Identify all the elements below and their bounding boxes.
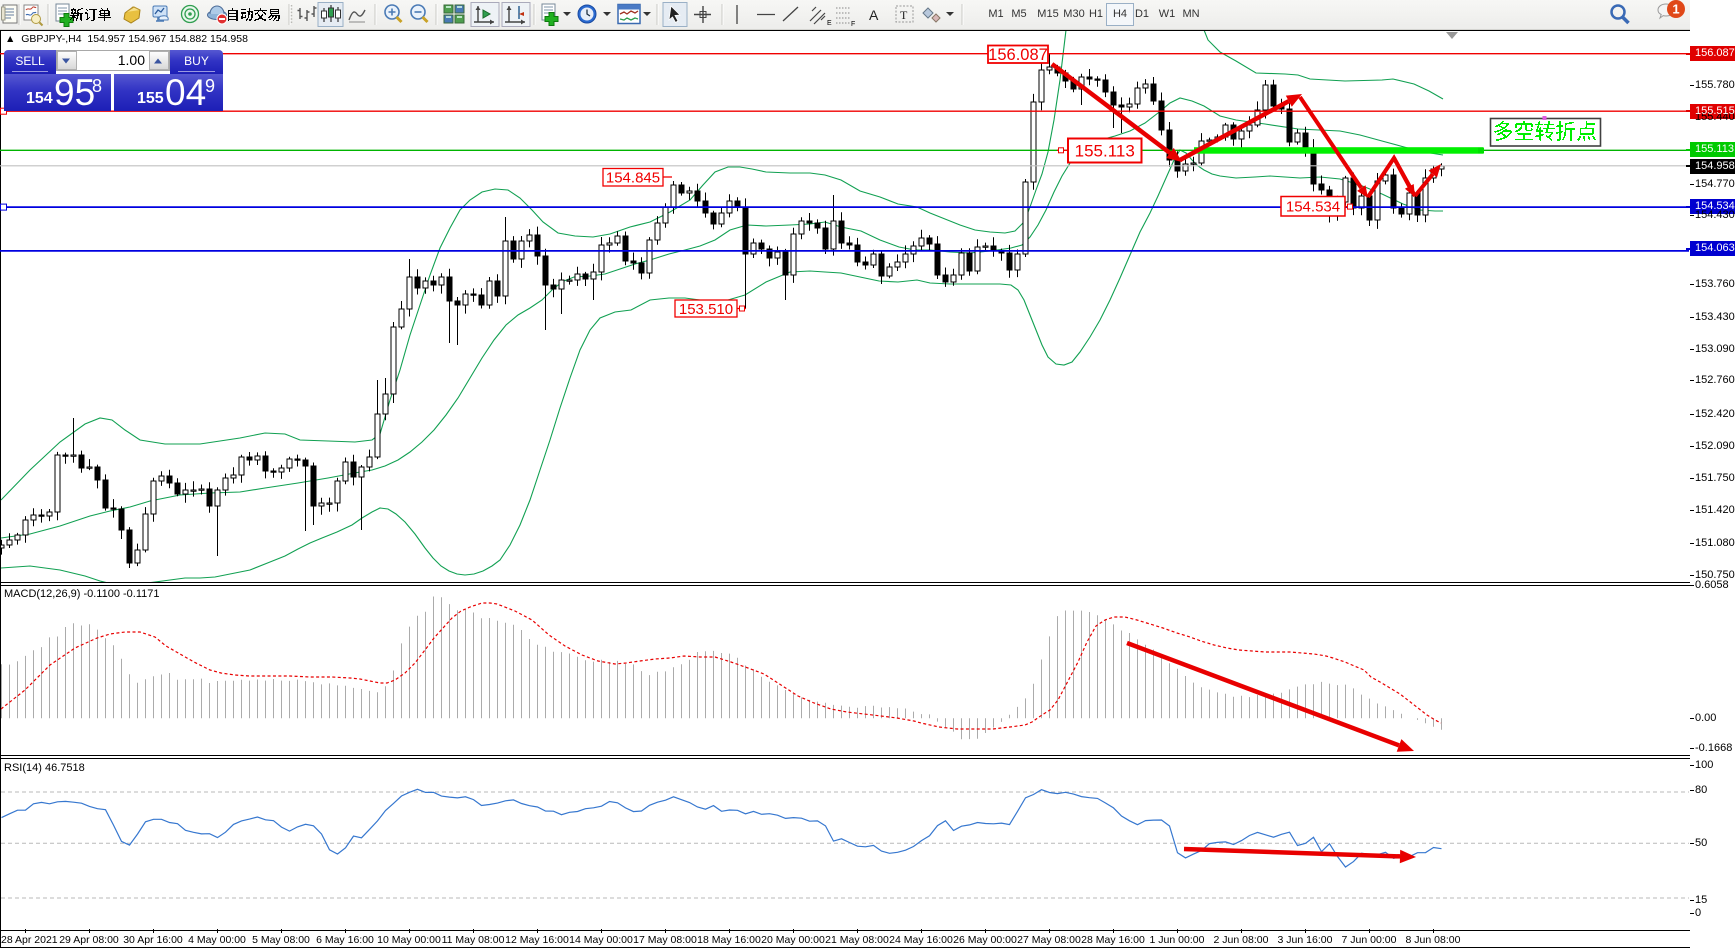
svg-text:156.087: 156.087: [988, 46, 1048, 64]
svg-text:154.845: 154.845: [606, 170, 660, 187]
svg-text:A: A: [869, 7, 879, 23]
svg-text:155.113: 155.113: [1075, 142, 1135, 161]
svg-text:F: F: [851, 21, 855, 28]
svg-text:T: T: [900, 8, 908, 22]
svg-text:1: 1: [1672, 2, 1679, 17]
svg-text:153.510: 153.510: [679, 301, 733, 318]
svg-text:E: E: [827, 20, 832, 27]
svg-text:154.534: 154.534: [1286, 199, 1340, 216]
